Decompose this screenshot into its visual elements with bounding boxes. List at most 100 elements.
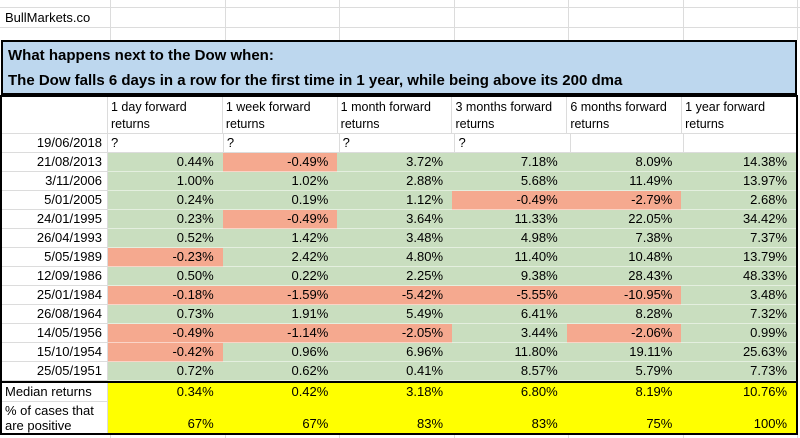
value-cell: 3.48%	[337, 229, 453, 248]
table-row: 25/01/1984 -0.18% -1.59% -5.42% -5.55% -10.95…	[2, 286, 797, 305]
value-cell: -2.06%	[566, 324, 682, 343]
value-cell: 28.43%	[566, 267, 682, 286]
table-row: 12/09/1986 0.50% 0.22% 2.25% 9.38% 28.43% 48.3…	[2, 267, 797, 286]
table-row: 26/08/1964 0.73% 1.91% 5.49% 6.41% 8.28% 7.32%	[2, 305, 797, 324]
value-cell: 0.19%	[222, 191, 338, 210]
table-row: 21/08/2013 0.44% -0.49% 3.72% 7.18% 8.09% 14.3…	[2, 153, 797, 172]
date-cell: 21/08/2013	[2, 153, 108, 172]
value-cell: 13.79%	[681, 248, 797, 267]
value-cell: -2.79%	[566, 191, 682, 210]
value-cell: -5.42%	[337, 286, 453, 305]
value-cell: -0.49%	[452, 191, 567, 210]
value-cell: 1.42%	[222, 229, 338, 248]
column-header: 1 month forward returns	[337, 97, 453, 134]
value-cell: -0.42%	[108, 343, 223, 362]
table-row: 5/01/2005 0.24% 0.19% 1.12% -0.49% -2.79% 2.68…	[2, 191, 797, 210]
value-cell: 48.33%	[681, 267, 797, 286]
value-cell: -0.49%	[222, 210, 338, 229]
value-cell: 11.80%	[452, 343, 567, 362]
value-cell: 4.98%	[452, 229, 567, 248]
value-cell: 19.11%	[566, 343, 682, 362]
table-row: 25/05/1951 0.72% 0.62% 0.41% 8.57% 5.79% 7.73%	[2, 362, 797, 381]
date-cell: 25/01/1984	[2, 286, 108, 305]
value-cell: -1.14%	[222, 324, 338, 343]
value-cell: ?	[339, 134, 456, 153]
value-cell: 8.28%	[566, 305, 682, 324]
value-cell: 0.96%	[222, 343, 338, 362]
value-cell	[684, 134, 796, 153]
value-cell: 25.63%	[681, 343, 797, 362]
header-row: 1 day forward returns 1 week forward retu…	[2, 97, 796, 134]
value-cell: 3.72%	[337, 153, 453, 172]
value-cell: 2.88%	[337, 172, 453, 191]
value-cell: ?	[108, 134, 224, 153]
value-cell: 8.57%	[452, 362, 567, 381]
median-row: Median returns 0.34% 0.42% 3.18% 6.80% 8.19%…	[2, 381, 797, 402]
value-cell	[571, 134, 685, 153]
date-cell: 5/05/1989	[2, 248, 108, 267]
value-cell: 2.68%	[681, 191, 797, 210]
value-cell: 6.96%	[337, 343, 453, 362]
table-row: 19/06/2018????	[2, 134, 796, 153]
value-cell: 0.52%	[108, 229, 223, 248]
pct-positive-value-cell: 83%	[337, 402, 453, 433]
table-row: 14/05/1956 -0.49% -1.14% -2.05% 3.44% -2.06% 0…	[2, 324, 797, 343]
median-value-cell: 3.18%	[337, 383, 453, 402]
value-cell: 7.37%	[681, 229, 797, 248]
pct-positive-value-cell: 67%	[222, 402, 338, 433]
value-cell: 13.97%	[681, 172, 797, 191]
column-header: 1 day forward returns	[108, 97, 223, 134]
value-cell: 0.73%	[108, 305, 223, 324]
value-cell: 0.50%	[108, 267, 223, 286]
value-cell: ?	[455, 134, 572, 153]
brand-text: BullMarkets.co	[5, 10, 91, 25]
date-cell: 14/05/1956	[2, 324, 108, 343]
value-cell: 7.73%	[681, 362, 797, 381]
column-header: 3 months forward returns	[452, 97, 568, 134]
pct-positive-value-cell: 67%	[108, 402, 223, 433]
value-cell: 2.25%	[337, 267, 453, 286]
median-value-cell: 0.42%	[222, 383, 338, 402]
median-label: Median returns	[2, 383, 108, 402]
value-cell: -0.49%	[222, 153, 338, 172]
value-cell: 1.02%	[222, 172, 338, 191]
value-cell: -5.55%	[452, 286, 567, 305]
value-cell: ?	[223, 134, 340, 153]
value-cell: 11.49%	[566, 172, 682, 191]
value-cell: -0.23%	[108, 248, 223, 267]
value-cell: 1.00%	[108, 172, 223, 191]
title-banner: What happens next to the Dow when: The D…	[1, 40, 797, 95]
value-cell: 11.40%	[452, 248, 567, 267]
value-cell: 2.42%	[222, 248, 338, 267]
table-row: 15/10/1954 -0.42% 0.96% 6.96% 11.80% 19.11% 25…	[2, 343, 797, 362]
value-cell: 5.68%	[452, 172, 567, 191]
value-cell: 0.24%	[108, 191, 223, 210]
date-cell: 26/04/1993	[2, 229, 108, 248]
date-cell: 26/08/1964	[2, 305, 108, 324]
pct-positive-label: % of cases that are positive	[2, 402, 108, 433]
value-cell: -2.05%	[337, 324, 453, 343]
value-cell: 0.72%	[108, 362, 223, 381]
value-cell: 10.48%	[566, 248, 682, 267]
value-cell: 3.44%	[452, 324, 567, 343]
date-cell: 25/05/1951	[2, 362, 108, 381]
pct-positive-row: % of cases that are positive 67% 67% 83% 83…	[2, 402, 797, 433]
value-cell: 0.44%	[108, 153, 223, 172]
title-line-1: What happens next to the Dow when:	[8, 47, 274, 64]
date-cell: 15/10/1954	[2, 343, 108, 362]
column-header: 1 year forward returns	[682, 97, 796, 134]
value-cell: 7.38%	[566, 229, 682, 248]
median-value-cell: 0.34%	[108, 383, 223, 402]
title-line-2: The Dow falls 6 days in a row for the fi…	[8, 72, 623, 89]
value-cell: 0.41%	[337, 362, 453, 381]
median-value-cell: 6.80%	[452, 383, 567, 402]
value-cell: 34.42%	[681, 210, 797, 229]
date-cell: 19/06/2018	[2, 134, 108, 153]
value-cell: -0.49%	[108, 324, 223, 343]
pct-positive-value-cell: 83%	[452, 402, 567, 433]
column-header: 6 months forward returns	[567, 97, 683, 134]
value-cell: 8.09%	[566, 153, 682, 172]
value-cell: 0.22%	[222, 267, 338, 286]
date-cell: 5/01/2005	[2, 191, 108, 210]
header-date-cell	[2, 97, 108, 134]
